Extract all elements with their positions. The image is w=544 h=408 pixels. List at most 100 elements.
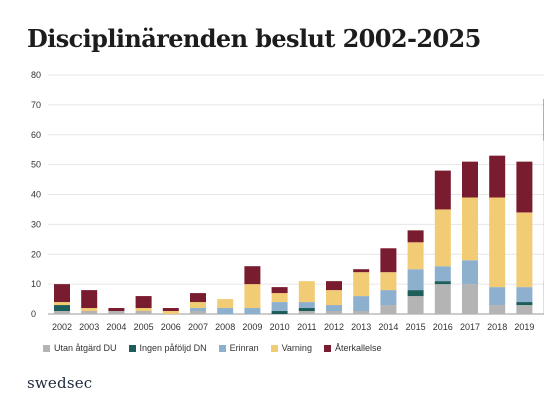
grid-lines bbox=[48, 74, 544, 315]
x-tick-label: 2005 bbox=[134, 322, 154, 332]
bar-segment bbox=[54, 311, 70, 314]
legend-swatch bbox=[323, 344, 331, 352]
bar-segment bbox=[190, 302, 206, 309]
bar-segment bbox=[81, 290, 98, 309]
bar-segment bbox=[380, 290, 397, 306]
y-tick-label: 40 bbox=[31, 190, 41, 200]
bar-segment bbox=[434, 266, 451, 282]
bar-segment bbox=[353, 296, 370, 312]
bar-segment bbox=[298, 281, 315, 303]
legend-label: Återkallelse bbox=[334, 343, 382, 353]
x-tick-label: 2007 bbox=[188, 322, 208, 332]
y-axis-ticks: 0 10 20 30 40 50 60 70 80 bbox=[31, 70, 41, 319]
x-tick-label: 2006 bbox=[161, 322, 181, 332]
bar-segment bbox=[380, 248, 397, 273]
bar-segment bbox=[271, 311, 288, 314]
bar-segment bbox=[462, 161, 478, 198]
bar-segment bbox=[298, 308, 315, 312]
bar-segment bbox=[516, 161, 533, 213]
y-tick-label: 70 bbox=[31, 100, 41, 110]
bar-segment bbox=[54, 302, 70, 306]
bar-segment bbox=[407, 242, 424, 270]
bar-segment bbox=[516, 287, 533, 303]
x-tick-label: 2017 bbox=[460, 322, 480, 332]
bar-segment bbox=[380, 305, 397, 314]
bar-segment bbox=[108, 311, 125, 314]
bar-segment bbox=[217, 308, 234, 314]
legend-item: Återkallelse bbox=[323, 343, 382, 353]
bar-segment bbox=[407, 269, 424, 291]
x-tick-label: 2014 bbox=[378, 322, 398, 332]
y-tick-label: 10 bbox=[31, 279, 41, 289]
legend-swatch bbox=[218, 344, 226, 352]
y-tick-label: 50 bbox=[31, 160, 41, 170]
x-tick-label: 2018 bbox=[487, 322, 507, 332]
bar-segment bbox=[298, 302, 315, 309]
bar-segment bbox=[271, 287, 288, 294]
legend-label: Varning bbox=[281, 343, 312, 353]
bar-segment bbox=[407, 296, 424, 314]
bar-segment bbox=[434, 209, 451, 267]
legend-item: Ingen påföljd DN bbox=[128, 343, 207, 353]
bar-segment bbox=[190, 293, 206, 303]
brand-logo: swedsec bbox=[27, 374, 93, 392]
bar-segment bbox=[162, 308, 179, 312]
bar-segment bbox=[516, 212, 533, 288]
bar-segment bbox=[244, 284, 261, 309]
legend-swatch bbox=[128, 344, 136, 352]
x-tick-label: 2016 bbox=[433, 322, 453, 332]
bar-segment bbox=[380, 272, 397, 291]
x-tick-label: 2010 bbox=[270, 322, 290, 332]
bar-segment bbox=[271, 293, 288, 303]
y-tick-label: 0 bbox=[31, 309, 36, 319]
bar-segment bbox=[407, 230, 424, 243]
bar-segment bbox=[298, 311, 315, 314]
bar-segment bbox=[326, 290, 342, 306]
legend: Utan åtgärd DU Ingen påföljd DN Erinran Var… bbox=[43, 343, 381, 353]
bar-segment bbox=[434, 170, 451, 210]
bar-segment bbox=[54, 284, 70, 303]
bar-segment bbox=[190, 308, 206, 312]
bar-segment bbox=[326, 281, 342, 291]
x-tick-label: 2013 bbox=[351, 322, 371, 332]
x-tick-label: 2011 bbox=[297, 322, 316, 332]
y-tick-label: 60 bbox=[31, 130, 41, 140]
x-tick-label: 2002 bbox=[52, 322, 72, 332]
bar-segment bbox=[54, 305, 70, 312]
bar-segment bbox=[353, 269, 370, 273]
bar-segment bbox=[489, 287, 506, 306]
x-tick-label: 2003 bbox=[79, 322, 99, 332]
bar-segment bbox=[81, 311, 98, 314]
bar-segment bbox=[516, 305, 533, 314]
bar-segment bbox=[135, 311, 152, 314]
y-tick-label: 30 bbox=[31, 219, 41, 229]
legend-swatch bbox=[43, 344, 50, 352]
chart-title: Disciplinärenden beslut 2002-2025 bbox=[27, 24, 481, 53]
bar-segment bbox=[462, 197, 478, 261]
bar-segment bbox=[353, 311, 370, 314]
bar-segment bbox=[244, 266, 261, 285]
y-tick-label: 80 bbox=[31, 70, 41, 80]
bars bbox=[54, 98, 544, 314]
bar-segment bbox=[135, 308, 152, 312]
bar-segment bbox=[271, 302, 288, 312]
bar-segment bbox=[162, 311, 179, 314]
bar-segment bbox=[434, 281, 451, 285]
bar-segment bbox=[326, 305, 342, 312]
legend-item: Erinran bbox=[218, 343, 259, 353]
bar-segment bbox=[489, 197, 506, 288]
bar-segment bbox=[516, 302, 533, 306]
legend-label: Utan åtgärd DU bbox=[54, 343, 117, 353]
legend-item: Varning bbox=[270, 343, 312, 353]
x-tick-label: 2015 bbox=[406, 322, 426, 332]
x-tick-label: 2019 bbox=[514, 322, 534, 332]
y-tick-label: 20 bbox=[31, 249, 41, 259]
legend-swatch bbox=[270, 344, 278, 352]
bar-segment bbox=[353, 272, 370, 297]
bar-segment bbox=[407, 290, 424, 297]
bar-segment bbox=[217, 299, 234, 309]
bar-segment bbox=[244, 308, 261, 314]
bar-segment bbox=[434, 284, 451, 314]
bar-segment bbox=[462, 284, 478, 314]
